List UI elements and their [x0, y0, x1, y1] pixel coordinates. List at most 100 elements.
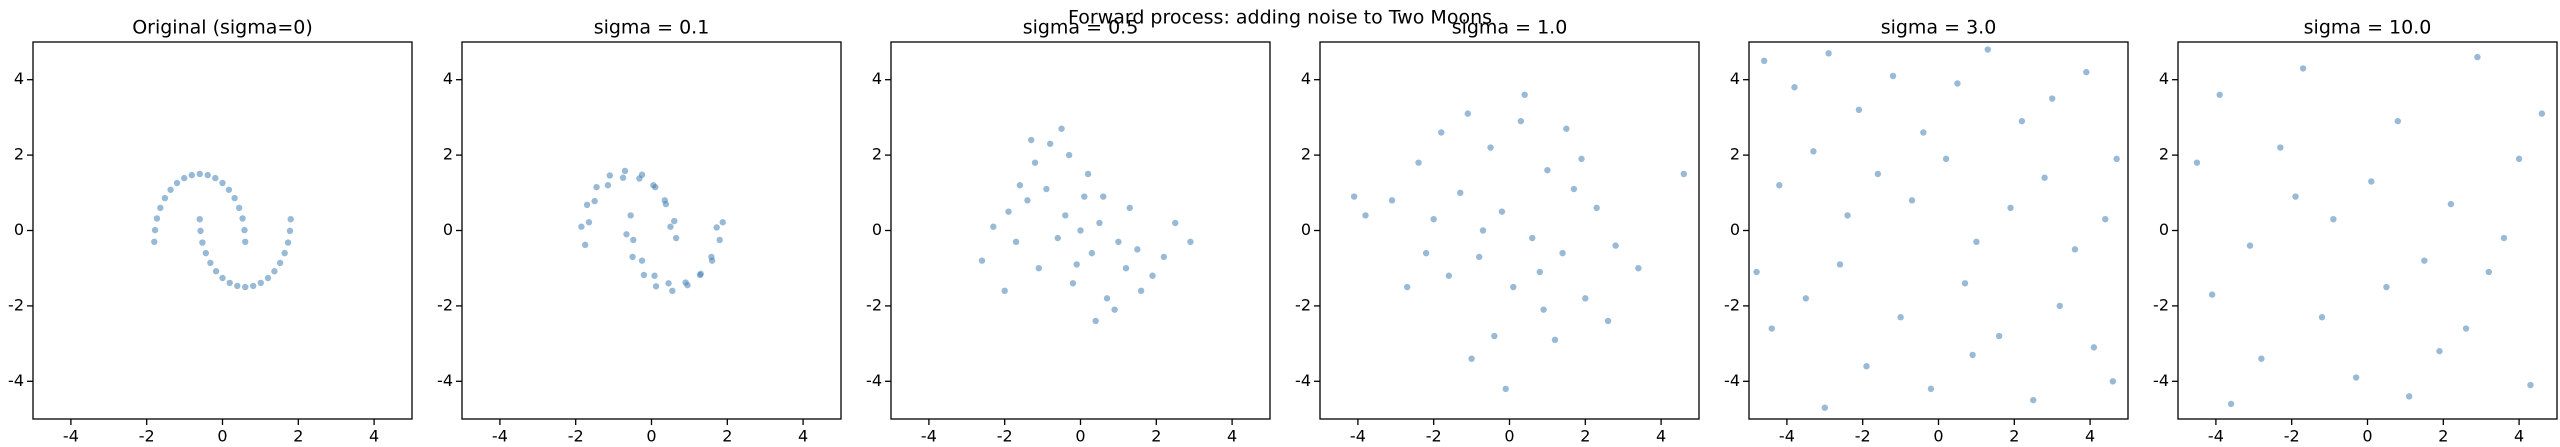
point	[672, 234, 680, 242]
point	[2330, 215, 2337, 223]
y-tick-label: 4	[443, 69, 453, 88]
point	[684, 281, 691, 289]
point	[629, 253, 636, 261]
y-tick-label: 2	[14, 145, 24, 164]
point	[1491, 332, 1498, 340]
axes-frame	[890, 41, 1271, 420]
point	[1680, 170, 1688, 178]
point	[630, 236, 637, 244]
subplot: sigma = 1.0 -4 -2 0 2 4 -4 -2 0 2 4	[1295, 17, 1700, 446]
x-tick-label: 2	[2438, 427, 2448, 446]
point	[1753, 268, 1760, 276]
point	[2049, 95, 2056, 102]
point	[1069, 280, 1077, 287]
point	[188, 171, 196, 179]
point	[1126, 204, 1133, 212]
point	[2515, 155, 2523, 163]
plot-area	[578, 167, 726, 295]
x-tick-label: -4	[1350, 427, 1366, 446]
point	[671, 217, 678, 225]
point	[2083, 68, 2090, 76]
point	[1517, 117, 1525, 125]
point	[585, 219, 593, 226]
x-tick-label: 2	[2009, 427, 2019, 446]
point	[1388, 197, 1396, 204]
axes-frame	[1748, 41, 2129, 420]
point	[1559, 249, 1566, 257]
point	[1502, 385, 1509, 393]
point	[1995, 332, 2003, 340]
point	[2405, 393, 2413, 400]
point	[1362, 212, 1369, 219]
x-tick-label: 4	[798, 427, 808, 446]
point	[2113, 155, 2120, 163]
point	[1001, 287, 1008, 295]
y-tick-label: 2	[1301, 145, 1311, 164]
point	[2056, 302, 2063, 310]
y-tick-label: -4	[866, 371, 882, 390]
point	[1430, 215, 1437, 223]
point	[2292, 193, 2299, 200]
point	[2527, 381, 2534, 389]
point	[1768, 325, 1775, 332]
point	[1487, 144, 1494, 151]
y-tick-label: 2	[443, 145, 453, 164]
point	[1536, 268, 1544, 276]
x-tick-label: -4	[2208, 427, 2224, 446]
point	[1422, 249, 1430, 257]
plot-area	[2193, 53, 2546, 408]
point	[1005, 208, 1012, 215]
point	[2258, 355, 2265, 362]
point	[207, 259, 214, 267]
point	[241, 226, 248, 234]
point	[578, 223, 585, 230]
point	[2394, 117, 2402, 125]
point	[1137, 287, 1145, 295]
point	[619, 174, 627, 181]
point	[1635, 265, 1642, 272]
y-tick-label: -2	[437, 295, 453, 314]
point	[1498, 208, 1506, 215]
axes-frame	[1319, 41, 1700, 420]
point	[2421, 257, 2428, 264]
point	[1984, 46, 1991, 53]
point	[1570, 185, 1578, 193]
point	[2030, 396, 2037, 404]
point	[1100, 193, 1107, 200]
subplot-title: Original (sigma=0)	[132, 17, 313, 39]
subplot-title: sigma = 0.5	[1023, 17, 1139, 39]
point	[1802, 295, 1810, 302]
point	[161, 194, 169, 202]
point	[1961, 280, 1969, 287]
y-tick-label: -4	[2153, 371, 2169, 390]
axes-frame	[32, 41, 413, 420]
y-tick-label: 2	[872, 145, 882, 164]
point	[2193, 159, 2201, 166]
point	[1077, 227, 1084, 234]
subplot-title: sigma = 3.0	[1881, 17, 1997, 39]
point	[2109, 378, 2117, 385]
x-tick-label: -2	[139, 427, 155, 446]
point	[1134, 246, 1141, 253]
point	[1081, 193, 1088, 200]
point	[1578, 155, 1585, 163]
subplot-title: sigma = 10.0	[2304, 17, 2432, 39]
point	[2102, 215, 2109, 223]
point	[1187, 238, 1194, 246]
point	[640, 271, 648, 279]
point	[199, 239, 206, 246]
axes-frame	[2177, 41, 2558, 420]
point	[197, 227, 204, 235]
x-tick-label: 2	[1580, 427, 1590, 446]
point	[1445, 272, 1453, 279]
point	[1510, 283, 1517, 291]
point	[652, 283, 660, 290]
point	[1475, 253, 1483, 261]
point	[1028, 136, 1035, 144]
point	[242, 238, 249, 246]
point	[1479, 227, 1487, 234]
point	[978, 257, 986, 264]
subplot: sigma = 0.1 -4 -2 0 2 4 -4 -2 0 2 4	[437, 17, 842, 446]
x-tick-label: -2	[568, 427, 584, 446]
point	[196, 215, 203, 223]
